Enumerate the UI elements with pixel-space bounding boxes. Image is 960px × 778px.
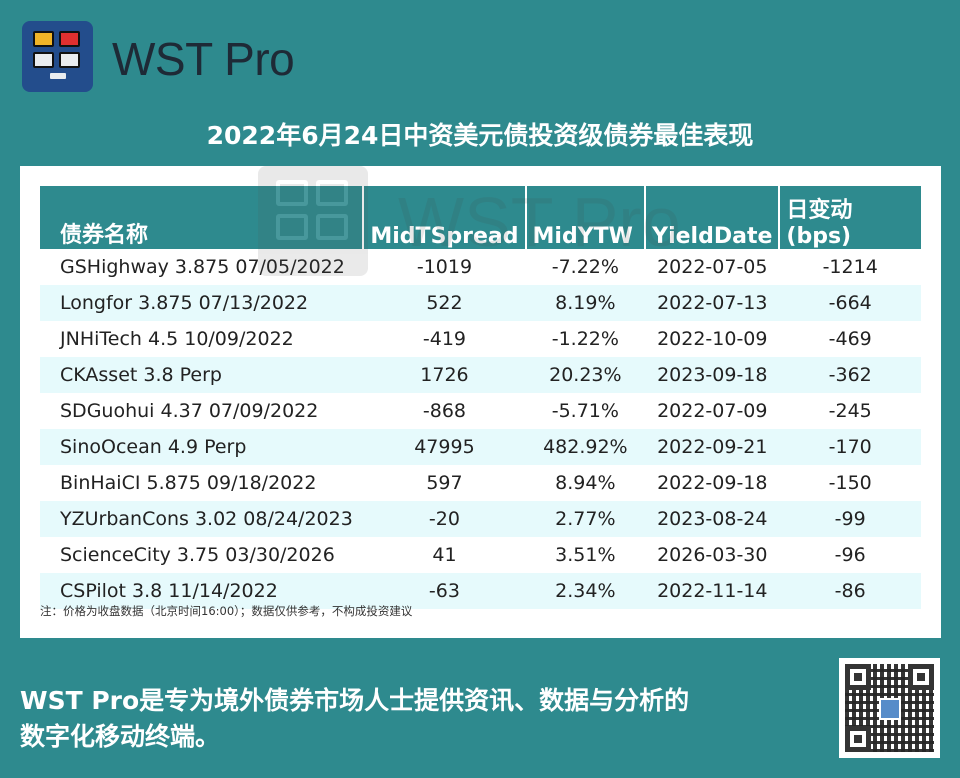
cell-daily-change: -99	[779, 501, 921, 537]
table-row: GSHighway 3.875 07/05/2022 -1019 -7.22% 202…	[40, 249, 921, 285]
cell-midytw: 20.23%	[525, 357, 646, 393]
qr-code-icon	[839, 658, 940, 758]
cell-midtspread: 597	[426, 472, 463, 494]
cell-yielddate: 2022-07-13	[645, 285, 780, 321]
cell-yielddate: 2022-09-21	[645, 429, 780, 465]
cell-bond-name: BinHaiCI 5.875 09/18/2022	[60, 472, 317, 494]
cell-yielddate: 2026-03-30	[657, 544, 768, 566]
wst-logo-icon	[22, 21, 93, 92]
cell-midytw: 3.51%	[555, 544, 616, 566]
cell-bond-name: JNHiTech 4.5 10/09/2022	[60, 328, 294, 350]
watermark-text: WST Pro	[398, 183, 681, 261]
disclaimer-note: 注：价格为收盘数据（北京时间16:00）；数据仅供参考，不构成投资建议	[40, 604, 413, 618]
table-row: CKAsset 3.8 Perp 1726 20.23% 2023-09-18 -362	[40, 357, 921, 393]
cell-daily-change: -170	[779, 429, 921, 465]
cell-midytw: 2.77%	[525, 501, 646, 537]
table-row: CSPilot 3.8 11/14/2022 -63 2.34% 2022-11-14…	[40, 573, 921, 609]
col-header-midytw: MidYTW	[525, 186, 647, 249]
table-row: BinHaiCI 5.875 09/18/2022 597 8.94% 2022-09…	[40, 465, 921, 501]
brand-name: WST Pro	[112, 33, 295, 85]
cell-yielddate: 2022-09-18	[657, 472, 768, 494]
cell-daily-change: -664	[779, 285, 921, 321]
cell-midytw: -1.22%	[551, 328, 619, 350]
table-row: Longfor 3.875 07/13/2022 522 8.19% 2022-07-…	[40, 285, 921, 321]
cell-bond-name: ScienceCity 3.75 03/30/2026	[60, 544, 335, 566]
col-header-daily-change: 日变动(bps)	[779, 186, 921, 249]
page-title: 2022年6月24日中资美元债投资级债券最佳表现	[206, 121, 754, 150]
cell-yielddate: 2022-11-14	[645, 573, 780, 609]
table-row: SDGuohui 4.37 07/09/2022 -868 -5.71% 2022-0…	[40, 393, 921, 429]
cell-midytw: 482.92%	[525, 429, 646, 465]
table-row: SinoOcean 4.9 Perp 47995 482.92% 2022-09-21…	[40, 429, 921, 465]
cell-daily-change: -150	[828, 472, 872, 494]
bond-table: 债券名称 MidTSpread MidYTW YieldDate 日变动(bps…	[40, 186, 921, 609]
cell-bond-name: SinoOcean 4.9 Perp	[40, 429, 364, 465]
cell-daily-change: -245	[828, 400, 872, 422]
cell-yielddate: 2023-09-18	[645, 357, 780, 393]
cell-bond-name: Longfor 3.875 07/13/2022	[40, 285, 364, 321]
cell-yielddate: 2022-07-09	[657, 400, 768, 422]
cell-midytw: 8.19%	[525, 285, 646, 321]
cell-midtspread: -1019	[416, 256, 473, 278]
cell-midtspread: 47995	[363, 429, 526, 465]
cell-bond-name: YZUrbanCons 3.02 08/24/2023	[40, 501, 364, 537]
cell-midtspread: 1726	[363, 357, 526, 393]
footer-line-1: WST Pro是专为境外债券市场人士提供资讯、数据与分析的	[20, 686, 690, 715]
cell-midtspread: -63	[363, 573, 526, 609]
table-panel: 债券名称 MidTSpread MidYTW YieldDate 日变动(bps…	[20, 166, 941, 638]
col-header-midtspread: MidTSpread	[363, 186, 527, 249]
watermark: WST Pro	[258, 166, 698, 278]
col-header-yielddate: YieldDate	[645, 186, 781, 249]
cell-bond-name: CSPilot 3.8 11/14/2022	[40, 573, 364, 609]
cell-yielddate: 2022-07-05	[657, 256, 768, 278]
watermark-logo-icon	[258, 166, 368, 276]
cell-midytw: 8.94%	[555, 472, 616, 494]
col-header-bond-name: 债券名称	[40, 186, 365, 249]
cell-daily-change: -362	[779, 357, 921, 393]
footer-line-2: 数字化移动终端。	[20, 722, 221, 751]
cell-bond-name: GSHighway 3.875 07/05/2022	[60, 256, 345, 278]
cell-daily-change: -469	[828, 328, 872, 350]
cell-midytw: -5.71%	[551, 400, 619, 422]
table-row: YZUrbanCons 3.02 08/24/2023 -20 2.77% 2023-…	[40, 501, 921, 537]
table-header-row: 债券名称 MidTSpread MidYTW YieldDate 日变动(bps…	[40, 186, 921, 249]
cell-daily-change: -96	[834, 544, 866, 566]
cell-yielddate: 2023-08-24	[645, 501, 780, 537]
table-row: JNHiTech 4.5 10/09/2022 -419 -1.22% 2022-10…	[40, 321, 921, 357]
cell-bond-name: CKAsset 3.8 Perp	[40, 357, 364, 393]
cell-daily-change: -1214	[822, 256, 878, 278]
cell-midytw: 2.34%	[525, 573, 646, 609]
cell-yielddate: 2022-10-09	[657, 328, 768, 350]
cell-daily-change: -86	[779, 573, 921, 609]
cell-midytw: -7.22%	[551, 256, 619, 278]
footer-tagline: WST Pro是专为境外债券市场人士提供资讯、数据与分析的 数字化移动终端。	[20, 683, 800, 755]
cell-midtspread: -868	[422, 400, 467, 422]
table-row: ScienceCity 3.75 03/30/2026 41 3.51% 2026-0…	[40, 537, 921, 573]
cell-midtspread: 41	[432, 544, 457, 566]
cell-midtspread: -419	[422, 328, 467, 350]
cell-bond-name: SDGuohui 4.37 07/09/2022	[60, 400, 319, 422]
cell-midtspread: 522	[363, 285, 526, 321]
cell-midtspread: -20	[363, 501, 526, 537]
